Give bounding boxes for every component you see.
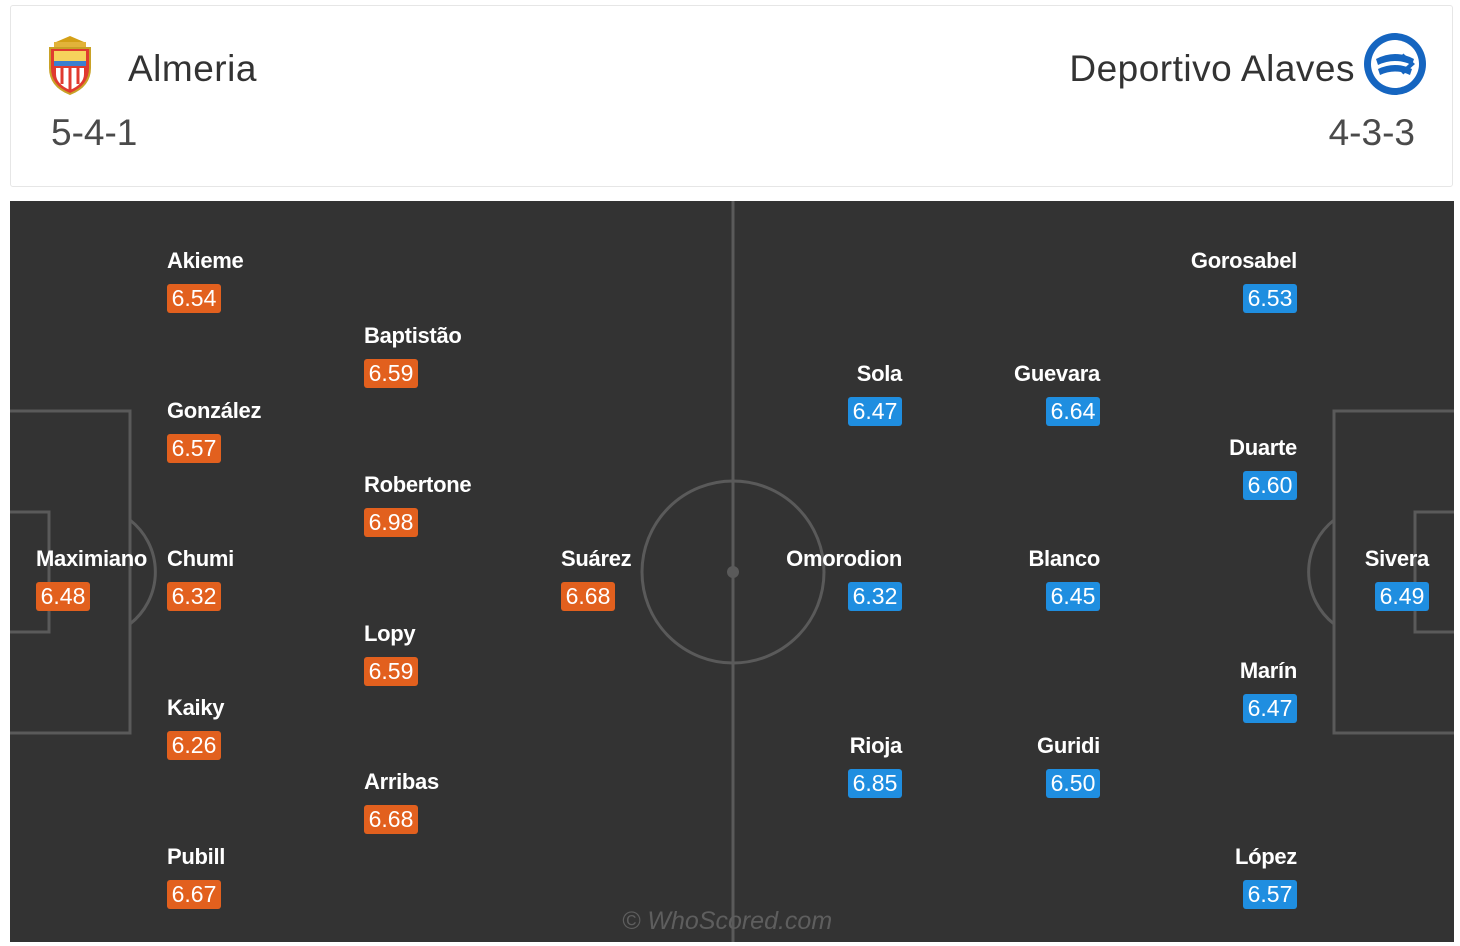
away-formation: 4-3-3 — [1328, 112, 1415, 153]
pitch-markings — [10, 201, 1454, 942]
away-team-name[interactable]: Deportivo Alaves — [1069, 48, 1355, 89]
player-rating-badge: 6.64 — [1046, 397, 1100, 426]
pitch: Akieme 6.54 Baptistão 6.59 González 6.57… — [10, 201, 1454, 942]
watermark: © WhoScored.com — [622, 907, 833, 935]
player-rating-badge: 6.68 — [364, 805, 418, 834]
player-name: Rioja — [849, 733, 903, 758]
player-name: Baptistão — [364, 323, 462, 348]
player-rating-badge: 6.59 — [364, 359, 418, 388]
player-rating-badge: 6.57 — [1243, 880, 1297, 909]
player-rating-badge: 6.60 — [1243, 471, 1297, 500]
almeria-crest-icon[interactable] — [46, 34, 94, 96]
player-rating-badge: 6.57 — [167, 434, 221, 463]
player-name: Guevara — [1014, 361, 1100, 386]
player-name: Pubill — [167, 844, 226, 869]
player-name: Duarte — [1229, 435, 1297, 460]
player-name: Sivera — [1364, 546, 1430, 571]
player-rating-badge: 6.98 — [364, 508, 418, 537]
player-rating-badge: 6.32 — [848, 582, 902, 611]
lineup-header: Almeria 5-4-1 Deportivo Alaves 4-3-3 — [10, 5, 1453, 187]
player-rating-badge: 6.54 — [167, 284, 221, 313]
player-rating-badge: 6.53 — [1243, 284, 1297, 313]
player-rating-badge: 6.85 — [848, 769, 902, 798]
player-name: Suárez — [561, 546, 632, 571]
player-rating-badge: 6.59 — [364, 657, 418, 686]
player-name: Robertone — [364, 472, 472, 497]
player-rating-badge: 6.45 — [1046, 582, 1100, 611]
player-name: Marín — [1239, 658, 1297, 683]
player-rating-badge: 6.49 — [1375, 582, 1429, 611]
player-name: Maximiano — [36, 546, 147, 571]
player-name: Chumi — [167, 546, 234, 571]
player-rating-badge: 6.48 — [36, 582, 90, 611]
player-name: González — [167, 398, 262, 423]
player-rating-badge: 6.47 — [848, 397, 902, 426]
player-rating-badge: 6.26 — [167, 731, 221, 760]
player-name: Akieme — [167, 248, 244, 273]
player-name: Lopy — [364, 621, 416, 646]
home-team-name[interactable]: Almeria — [128, 48, 257, 89]
player-rating-badge: 6.67 — [167, 880, 221, 909]
player-name: Omorodion — [786, 546, 902, 571]
player-name: Sola — [856, 361, 903, 386]
player-name: Arribas — [364, 769, 439, 794]
player-rating-badge: 6.47 — [1243, 694, 1297, 723]
player-name: Gorosabel — [1190, 248, 1297, 273]
player-name: López — [1234, 844, 1297, 869]
alaves-crest-icon[interactable] — [1362, 31, 1428, 97]
player-name: Kaiky — [167, 695, 225, 720]
player-name: Guridi — [1037, 733, 1100, 758]
player-rating-badge: 6.32 — [167, 582, 221, 611]
home-formation: 5-4-1 — [51, 112, 138, 153]
player-name: Blanco — [1028, 546, 1100, 571]
player-rating-badge: 6.50 — [1046, 769, 1100, 798]
player-rating-badge: 6.68 — [561, 582, 615, 611]
